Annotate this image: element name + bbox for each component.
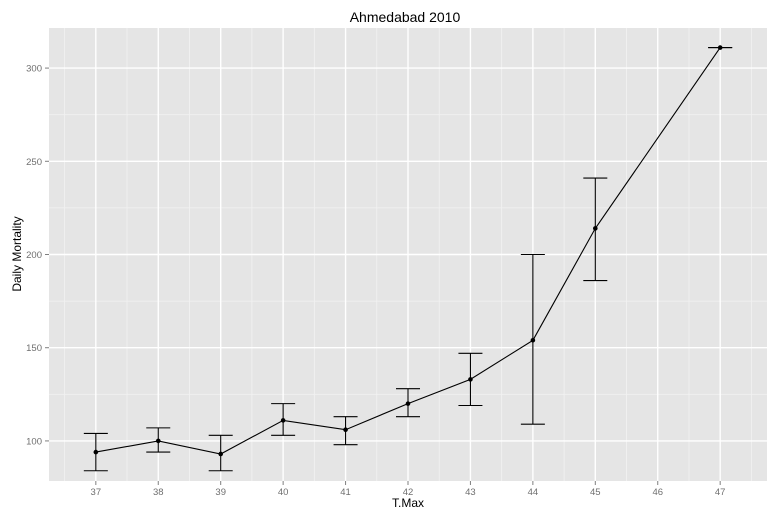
data-point [593, 226, 598, 231]
chart-title: Ahmedabad 2010 [350, 9, 461, 25]
x-axis: 37 38 39 40 41 42 43 44 45 46 47 [91, 481, 726, 498]
x-tick-label: 39 [215, 487, 226, 498]
x-tick-label: 46 [652, 487, 663, 498]
y-tick-label: 150 [26, 343, 42, 354]
grid [49, 28, 767, 481]
x-tick-label: 45 [590, 487, 601, 498]
data-point [93, 449, 99, 455]
y-tick-label: 250 [26, 157, 42, 168]
y-axis-title: Daily Mortality [10, 216, 24, 291]
data-point [155, 438, 161, 444]
x-tick-label: 41 [340, 487, 351, 498]
x-tick-label: 47 [715, 487, 726, 498]
y-tick-label: 200 [26, 250, 42, 261]
data-point [717, 45, 723, 50]
data-point [343, 427, 348, 433]
data-point [530, 337, 536, 343]
data-point [218, 451, 223, 457]
x-tick-label: 38 [153, 487, 164, 498]
x-tick-label: 44 [528, 487, 539, 498]
x-axis-title: T.Max [392, 496, 424, 510]
x-tick-label: 40 [278, 487, 289, 498]
y-axis: 100 150 200 250 300 [26, 64, 49, 447]
x-tick-label: 42 [403, 487, 414, 498]
x-tick-label: 43 [465, 487, 476, 498]
series-line [95, 47, 721, 455]
data-point [405, 401, 411, 406]
y-tick-label: 300 [26, 64, 42, 75]
x-tick-label: 37 [91, 487, 102, 498]
data-point [468, 377, 473, 382]
series [83, 45, 733, 472]
data-point [280, 418, 286, 423]
y-tick-label: 100 [26, 436, 42, 447]
